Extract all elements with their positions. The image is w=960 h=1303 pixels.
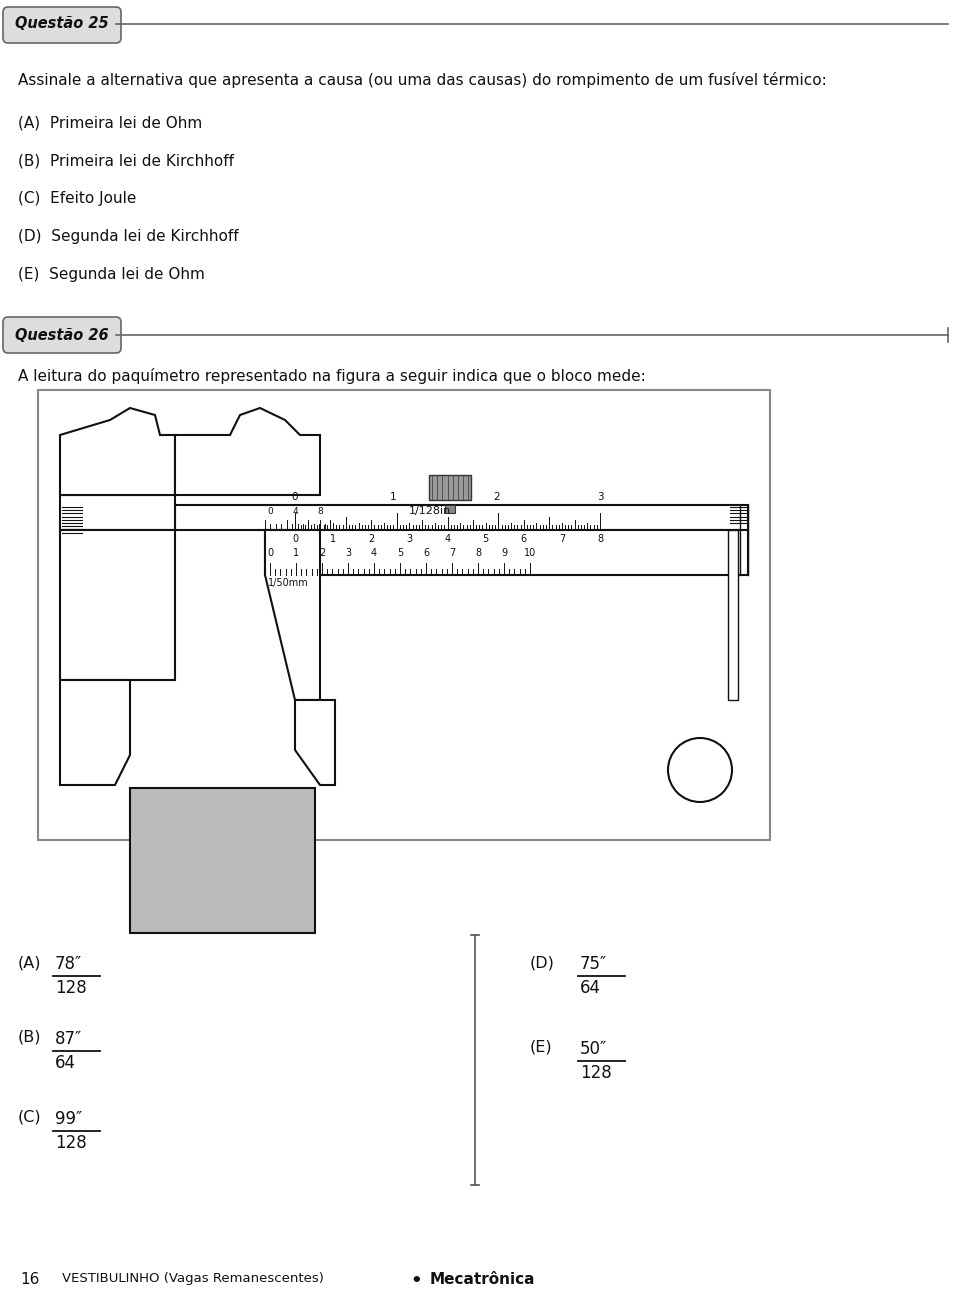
Text: 1/50mm: 1/50mm xyxy=(268,579,309,588)
Text: 0: 0 xyxy=(292,493,299,502)
Text: (C)  Efeito Joule: (C) Efeito Joule xyxy=(18,192,136,206)
Text: (D)  Segunda lei de Kirchhoff: (D) Segunda lei de Kirchhoff xyxy=(18,229,239,244)
Polygon shape xyxy=(265,530,320,700)
Text: 0: 0 xyxy=(267,507,273,516)
Text: 4: 4 xyxy=(371,547,377,558)
Text: 3: 3 xyxy=(406,534,413,543)
Text: 87″: 87″ xyxy=(55,1029,83,1048)
Text: (B)  Primeira lei de Kirchhoff: (B) Primeira lei de Kirchhoff xyxy=(18,152,234,168)
Bar xyxy=(728,530,738,700)
Text: 1: 1 xyxy=(293,547,300,558)
Text: 75″: 75″ xyxy=(580,955,608,973)
Text: •: • xyxy=(410,1272,421,1290)
Text: 64: 64 xyxy=(580,979,601,997)
Text: (D): (D) xyxy=(530,955,555,969)
Text: 9: 9 xyxy=(501,547,507,558)
Text: (E): (E) xyxy=(530,1040,553,1055)
Text: (C): (C) xyxy=(18,1110,41,1124)
Polygon shape xyxy=(60,495,175,530)
Text: A leitura do paquímetro representado na figura a seguir indica que o bloco mede:: A leitura do paquímetro representado na … xyxy=(18,367,646,384)
Text: 7: 7 xyxy=(559,534,565,543)
Text: 128: 128 xyxy=(580,1065,612,1081)
Text: 8: 8 xyxy=(475,547,481,558)
Text: 16: 16 xyxy=(20,1272,39,1287)
Text: 7: 7 xyxy=(449,547,455,558)
Text: 4: 4 xyxy=(444,534,450,543)
Polygon shape xyxy=(295,700,335,784)
Polygon shape xyxy=(60,408,175,495)
Text: 128: 128 xyxy=(55,1134,86,1152)
Text: 5: 5 xyxy=(396,547,403,558)
Text: 64: 64 xyxy=(55,1054,76,1072)
Text: (B): (B) xyxy=(18,1029,41,1045)
Text: 0: 0 xyxy=(292,534,298,543)
Text: 3: 3 xyxy=(345,547,351,558)
Text: (A): (A) xyxy=(18,955,41,969)
Text: Mecatrônica: Mecatrônica xyxy=(430,1272,536,1287)
Bar xyxy=(130,788,315,933)
Text: 1: 1 xyxy=(390,493,396,502)
Text: 4: 4 xyxy=(292,507,298,516)
Polygon shape xyxy=(175,408,320,495)
Text: 128: 128 xyxy=(55,979,86,997)
Bar xyxy=(265,530,748,575)
Bar xyxy=(445,506,455,513)
Bar xyxy=(175,506,748,530)
Polygon shape xyxy=(60,680,130,784)
Bar xyxy=(429,476,471,500)
Text: 8: 8 xyxy=(597,534,603,543)
Text: VESTIBULINHO (Vagas Remanescentes): VESTIBULINHO (Vagas Remanescentes) xyxy=(62,1272,324,1285)
Text: Questão 26: Questão 26 xyxy=(15,327,108,343)
Text: 3: 3 xyxy=(597,493,603,502)
FancyBboxPatch shape xyxy=(3,317,121,353)
Text: 5: 5 xyxy=(483,534,489,543)
Polygon shape xyxy=(60,530,175,680)
Text: Assinale a alternativa que apresenta a causa (ou uma das causas) do rompimento d: Assinale a alternativa que apresenta a c… xyxy=(18,72,827,89)
Text: 2: 2 xyxy=(368,534,374,543)
Text: 6: 6 xyxy=(423,547,429,558)
Text: 8: 8 xyxy=(317,507,323,516)
Text: (E)  Segunda lei de Ohm: (E) Segunda lei de Ohm xyxy=(18,267,204,281)
Text: 1: 1 xyxy=(330,534,336,543)
Text: 99″: 99″ xyxy=(55,1110,83,1128)
FancyBboxPatch shape xyxy=(3,7,121,43)
Bar xyxy=(38,390,770,840)
Text: 2: 2 xyxy=(319,547,325,558)
Text: 50″: 50″ xyxy=(580,1040,608,1058)
Text: 10: 10 xyxy=(524,547,536,558)
Text: Questão 25: Questão 25 xyxy=(15,17,108,31)
Text: 0: 0 xyxy=(267,547,273,558)
Text: (A)  Primeira lei de Ohm: (A) Primeira lei de Ohm xyxy=(18,115,203,130)
Text: 78″: 78″ xyxy=(55,955,83,973)
Text: 2: 2 xyxy=(493,493,500,502)
Text: 1/128in: 1/128in xyxy=(409,506,451,516)
Text: 6: 6 xyxy=(520,534,527,543)
